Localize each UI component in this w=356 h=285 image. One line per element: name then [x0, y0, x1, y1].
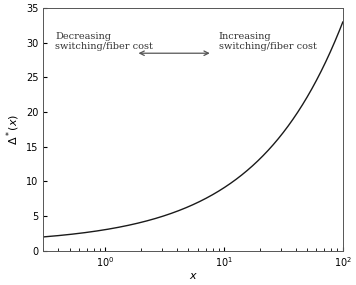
Y-axis label: $\Delta^*(x)$: $\Delta^*(x)$ — [4, 114, 22, 145]
Text: Decreasing
switching/fiber cost: Decreasing switching/fiber cost — [56, 32, 153, 51]
X-axis label: $x$: $x$ — [189, 271, 198, 281]
Text: Increasing
switching/fiber cost: Increasing switching/fiber cost — [219, 32, 316, 51]
